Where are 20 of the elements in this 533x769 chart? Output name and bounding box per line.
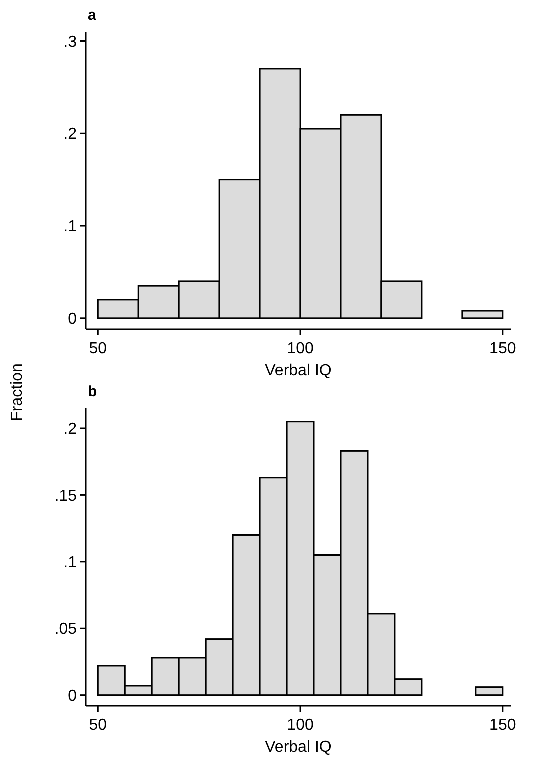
chart-title: a [88,7,97,24]
x-tick-label: 150 [490,717,516,734]
y-tick-label: .1 [64,554,78,572]
x-axis-title: Verbal IQ [265,739,332,756]
chart-title: b [88,384,98,400]
y-axis-title: Fraction [9,364,26,422]
y-tick-label: .05 [54,621,78,638]
y-tick-label: .15 [54,488,78,505]
x-tick-label: 100 [287,717,314,734]
y-tick-label: 0 [68,688,78,705]
x-tick-label: 50 [89,717,108,734]
x-tick-label: 150 [490,340,516,358]
y-tick-label: .2 [64,126,78,144]
y-tick-label: .3 [64,34,78,51]
y-tick-label: .1 [64,218,78,236]
x-tick-label: 50 [89,340,108,358]
y-tick-label: .2 [64,421,78,438]
x-tick-label: 100 [287,340,314,358]
y-tick-label: 0 [68,311,78,328]
x-axis-title: Verbal IQ [265,362,332,380]
